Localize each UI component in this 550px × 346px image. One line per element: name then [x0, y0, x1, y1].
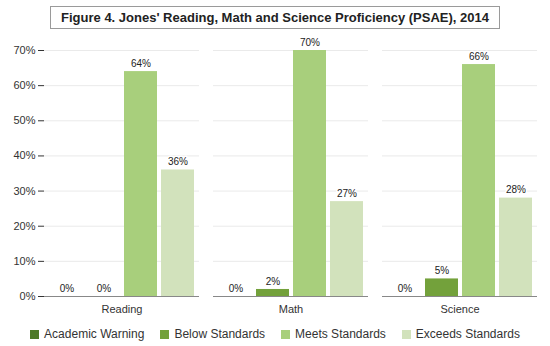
svg-text:0%: 0%: [20, 290, 36, 302]
svg-text:40%: 40%: [13, 149, 35, 161]
svg-text:20%: 20%: [13, 220, 35, 232]
html-text:Figure 4. Jones' Reading, Math: Figure 4. Jones' Reading, Math and Scien…: [61, 10, 489, 25]
svg-text:28%: 28%: [506, 184, 526, 195]
svg-text:70%: 70%: [300, 37, 320, 48]
svg-text:27%: 27%: [337, 188, 357, 199]
svg-text:0%: 0%: [60, 283, 75, 294]
svg-text:70%: 70%: [13, 44, 35, 56]
svg-text:60%: 60%: [13, 79, 35, 91]
html-text:Exceeds Standards: Exceeds Standards: [415, 327, 520, 341]
svg-text:36%: 36%: [168, 156, 188, 167]
svg-text:0%: 0%: [229, 283, 244, 294]
svg-text:0%: 0%: [97, 283, 112, 294]
svg-text:2%: 2%: [266, 276, 281, 287]
svg-text:66%: 66%: [469, 51, 489, 62]
svg-text:Reading: Reading: [102, 303, 143, 315]
svg-text:0%: 0%: [398, 283, 413, 294]
svg-text:Science: Science: [440, 303, 479, 315]
svg-text:Math: Math: [279, 303, 303, 315]
svg-text:64%: 64%: [131, 58, 151, 69]
svg-text:50%: 50%: [13, 114, 35, 126]
html-text:Below Standards: Below Standards: [174, 327, 266, 341]
svg-text:5%: 5%: [435, 265, 450, 276]
html-text:Academic Warning: Academic Warning: [44, 327, 145, 341]
svg-text:10%: 10%: [13, 255, 35, 267]
svg-text:30%: 30%: [13, 185, 35, 197]
html-text:Meets Standards: Meets Standards: [295, 327, 386, 341]
